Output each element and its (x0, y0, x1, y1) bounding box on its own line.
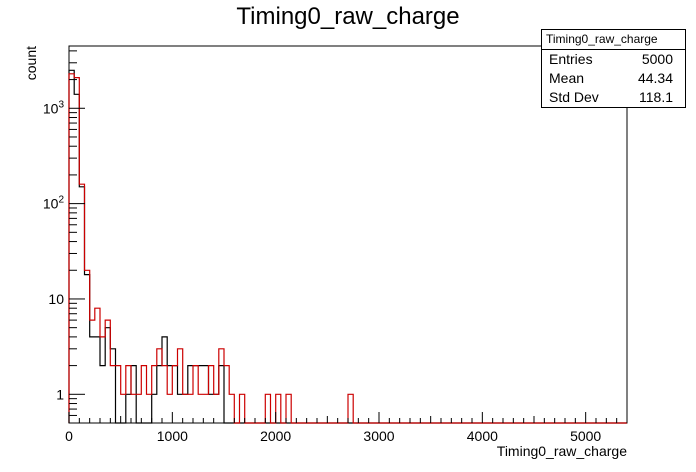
y-tick-label-100: 102 (43, 195, 65, 212)
x-tick-label-0: 0 (65, 428, 73, 444)
stats-label-entries: Entries (549, 51, 593, 67)
stats-row-mean: Mean 44.34 (542, 69, 685, 88)
stats-value-entries: 5000 (641, 51, 673, 67)
x-axis-label: Timing0_raw_charge (497, 443, 627, 459)
stats-title: Timing0_raw_charge (542, 30, 685, 50)
stats-label-mean: Mean (549, 70, 585, 86)
stats-row-stddev: Std Dev 118.1 (542, 88, 685, 107)
histogram-series-2 (68, 73, 627, 424)
histogram-series-1 (68, 69, 627, 424)
stats-row-entries: Entries 5000 (542, 50, 685, 69)
y-tick-label-1000: 103 (43, 99, 65, 116)
stats-value-stddev: 118.1 (639, 89, 673, 105)
y-tick-label-10: 10 (48, 291, 64, 307)
stats-label-stddev: Std Dev (549, 89, 599, 105)
x-tick-label-5000: 5000 (570, 428, 601, 444)
y-axis-label: count (23, 46, 39, 80)
chart-title: Timing0_raw_charge (236, 3, 460, 30)
stats-box: Timing0_raw_charge Entries 5000 Mean 44.… (541, 29, 686, 108)
x-tick-label-3000: 3000 (363, 428, 394, 444)
x-tick-label-2000: 2000 (260, 428, 291, 444)
stats-value-mean: 44.34 (637, 70, 673, 86)
y-tick-label-1: 1 (56, 386, 64, 402)
x-tick-label-1000: 1000 (157, 428, 188, 444)
x-tick-label-4000: 4000 (467, 428, 498, 444)
